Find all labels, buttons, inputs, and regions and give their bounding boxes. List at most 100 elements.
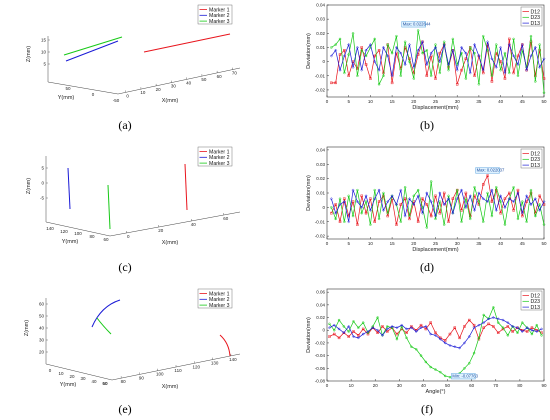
data-point	[399, 220, 403, 223]
x-axis-line	[117, 67, 241, 95]
y-tick-label: -0.02	[315, 340, 326, 345]
data-point	[538, 194, 541, 198]
y-axis-label: Deviation(mm)	[306, 175, 312, 211]
series-line-d13	[331, 40, 545, 76]
data-point	[538, 208, 542, 212]
data-point	[371, 326, 375, 330]
x-tick-label: 30	[397, 383, 403, 388]
data-point	[503, 197, 507, 200]
x-tick-label: 15	[390, 241, 396, 246]
y-tick-label: -0.02	[315, 87, 326, 92]
data-point	[481, 197, 485, 201]
trajectory-marker-3	[63, 36, 123, 56]
data-point	[405, 336, 408, 340]
y-tick-label: 40	[91, 379, 97, 384]
x-axis-label: Displacement(mm)	[412, 247, 458, 253]
data-point	[338, 68, 342, 72]
panel-label-e: (e)	[118, 402, 131, 416]
legend-label: Marker 2	[209, 155, 230, 161]
y-tick-label: 60	[103, 237, 109, 242]
data-point	[447, 197, 451, 201]
data-point	[442, 40, 446, 44]
y-tick-label: 50	[102, 381, 108, 386]
x-tick-label: 20	[156, 87, 162, 92]
data-point	[395, 332, 399, 336]
data-point	[356, 223, 359, 226]
data-point	[429, 365, 432, 369]
data-point	[477, 323, 481, 327]
data-point	[408, 214, 411, 218]
data-point	[535, 329, 539, 334]
data-point	[433, 45, 438, 49]
series-line-d23	[331, 181, 545, 228]
data-point	[412, 65, 416, 69]
data-point	[460, 68, 463, 72]
trajectory-marker-1	[219, 334, 231, 357]
panel-label-b: (b)	[420, 118, 434, 132]
x-tick-label: 10	[349, 383, 355, 388]
data-point	[342, 331, 346, 335]
data-point	[416, 194, 420, 198]
x-tick-label: 40	[498, 241, 504, 246]
y-tick-label: 0.03	[316, 162, 325, 167]
y-tick-label: 0.01	[316, 45, 325, 50]
x-tick-label: 120	[193, 364, 201, 369]
x-tick-label: 0	[326, 99, 329, 104]
legend-label: Marker 3	[209, 161, 230, 167]
data-point	[425, 74, 429, 77]
data-point	[410, 345, 413, 348]
data-point	[373, 197, 377, 201]
x-tick-label: 20	[411, 241, 417, 246]
y-tick-label: 0.02	[316, 31, 325, 36]
data-point	[525, 220, 528, 223]
panel-label-a: (a)	[118, 118, 131, 132]
data-point	[458, 336, 461, 340]
data-point	[530, 332, 534, 336]
data-point	[373, 60, 377, 64]
data-point	[434, 217, 437, 221]
x-tick-label: 140	[229, 357, 237, 362]
data-point	[540, 334, 543, 337]
data-point	[400, 323, 404, 327]
data-point	[330, 211, 333, 215]
data-point	[455, 68, 459, 72]
data-point	[380, 333, 384, 337]
x-tick-label: 40	[191, 222, 197, 227]
data-point	[511, 324, 515, 328]
data-point	[412, 71, 416, 75]
data-point	[376, 316, 379, 319]
data-point	[438, 71, 442, 75]
data-point	[364, 63, 368, 66]
y-tick-label: -0.08	[315, 379, 326, 384]
data-point	[399, 188, 403, 192]
x-axis-line	[109, 211, 241, 237]
data-point	[542, 91, 546, 94]
data-point	[501, 326, 505, 329]
panel-label-f: (f)	[421, 402, 433, 416]
data-point	[352, 320, 355, 323]
data-point	[533, 197, 537, 201]
data-point	[468, 318, 471, 322]
x-tick-label: 10	[140, 90, 146, 95]
data-point	[442, 202, 446, 207]
x-tick-label: 40	[186, 80, 192, 85]
data-point	[525, 68, 529, 72]
data-point	[343, 220, 346, 223]
x-tick-label: 25	[433, 241, 439, 246]
data-point	[512, 37, 515, 41]
x-tick-label: 130	[211, 361, 219, 366]
data-point	[481, 68, 485, 72]
data-point	[429, 200, 433, 204]
data-point	[508, 191, 511, 195]
data-point	[377, 200, 381, 203]
legend-label: Marker 2	[209, 13, 230, 19]
data-point	[482, 34, 485, 38]
x-axis-label: Angle(°)	[426, 389, 446, 395]
data-point	[529, 54, 533, 58]
data-point	[464, 191, 468, 195]
data-point	[438, 60, 442, 64]
data-point	[540, 327, 544, 331]
legend-label: Marker 3	[209, 303, 230, 309]
data-point	[434, 368, 437, 371]
chart-f: 0.060.040.020-0.02-0.04-0.06-0.080 10 20 30…	[306, 288, 547, 395]
